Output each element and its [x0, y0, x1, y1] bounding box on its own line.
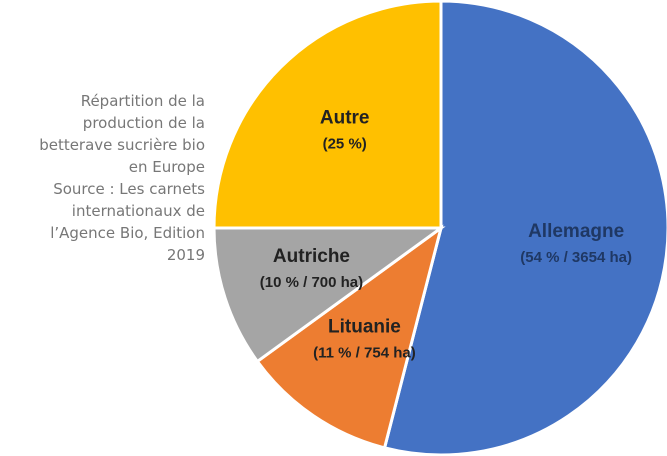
slice-label: Allemagne — [528, 221, 624, 242]
slice-value-label: (10 % / 700 ha) — [260, 274, 363, 291]
pie-slice — [212, 226, 446, 364]
pie-slice — [382, 0, 667, 456]
caption-line: Répartition de la production de la bette… — [39, 92, 205, 176]
slice-label: Lituanie — [328, 317, 401, 338]
caption: Répartition de la production de la bette… — [0, 90, 205, 266]
pie-slice — [212, 0, 443, 230]
slice-label: Autriche — [273, 246, 350, 267]
slice-value-label: (11 % / 754 ha) — [313, 345, 416, 362]
pie-slice — [255, 224, 444, 450]
slice-value-label: (54 % / 3654 ha) — [520, 249, 632, 266]
slice-label: Autre — [320, 108, 370, 129]
slice-value-label: (25 %) — [323, 136, 367, 153]
caption-line: Source : Les carnets internationaux de l… — [50, 180, 205, 264]
